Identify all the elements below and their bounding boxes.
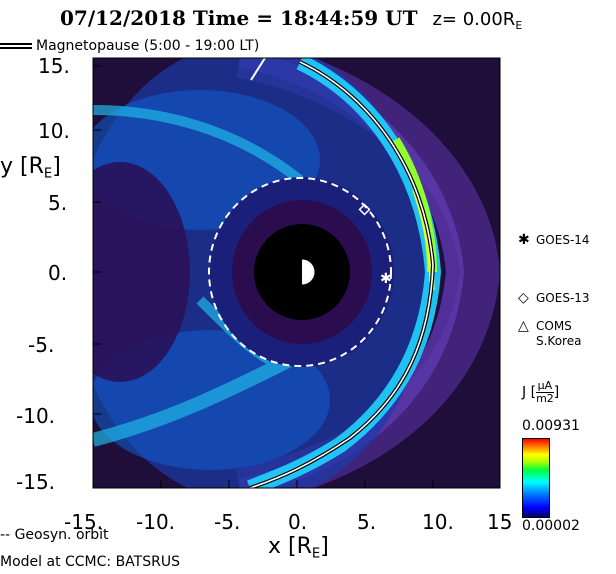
x-tick: 10. — [422, 510, 454, 534]
geosyn-legend: -- Geosyn. orbit — [0, 527, 109, 543]
y-tick: 5. — [48, 191, 68, 215]
triangle-icon: △ — [518, 318, 529, 334]
y-tick: -10. — [16, 404, 56, 428]
x-axis-label: x [RE] — [268, 534, 329, 562]
magnetopause-legend: Magnetopause (5:00 - 19:00 LT) — [0, 38, 259, 54]
x-tick: 0. — [288, 510, 308, 534]
magnetopause-legend-label: Magnetopause (5:00 - 19:00 LT) — [36, 38, 260, 54]
y-tick: -5. — [28, 333, 55, 357]
magnetopause-swatch — [0, 43, 32, 49]
y-axis-label: y [RE] — [0, 154, 61, 182]
x-tick: -10. — [136, 510, 176, 534]
y-tick: 15. — [38, 54, 70, 78]
asterisk-icon: ✱ — [518, 232, 530, 248]
sat-legend-coms: △ COMS S.Korea — [518, 318, 582, 348]
title-text: 07/12/2018 Time = 18:44:59 UT — [60, 6, 418, 30]
model-credit: Model at CCMC: BATSRUS — [0, 554, 180, 570]
dashed-line-icon: -- — [0, 527, 15, 543]
sat-legend-goes14: ✱ GOES-14 — [518, 232, 590, 248]
geosyn-orbit — [208, 177, 392, 367]
current-density-field: ✱ — [93, 58, 500, 488]
colorbar — [522, 438, 550, 518]
x-tick: 5. — [357, 510, 377, 534]
x-tick: -15. — [64, 510, 104, 534]
x-tick: 15 — [487, 510, 513, 534]
colorbar-max: 0.00931 — [522, 418, 580, 434]
goes13-marker — [358, 203, 371, 216]
z-level: z= 0.00RE — [432, 9, 523, 32]
plot-title: 07/12/2018 Time = 18:44:59 UT z= 0.00RE — [60, 6, 522, 32]
axis-ticks — [92, 65, 434, 488]
goes14-marker: ✱ — [380, 271, 392, 287]
colorbar-min: 0.00002 — [522, 518, 580, 534]
y-tick: -15. — [16, 470, 56, 494]
sat-legend-goes13: ◇ GOES-13 — [518, 290, 590, 306]
y-tick: 0. — [48, 261, 68, 285]
y-tick: 10. — [38, 119, 70, 143]
x-tick: -5. — [214, 510, 241, 534]
colorbar-label: J [μA m2] — [522, 379, 560, 405]
diamond-icon: ◇ — [518, 290, 529, 306]
